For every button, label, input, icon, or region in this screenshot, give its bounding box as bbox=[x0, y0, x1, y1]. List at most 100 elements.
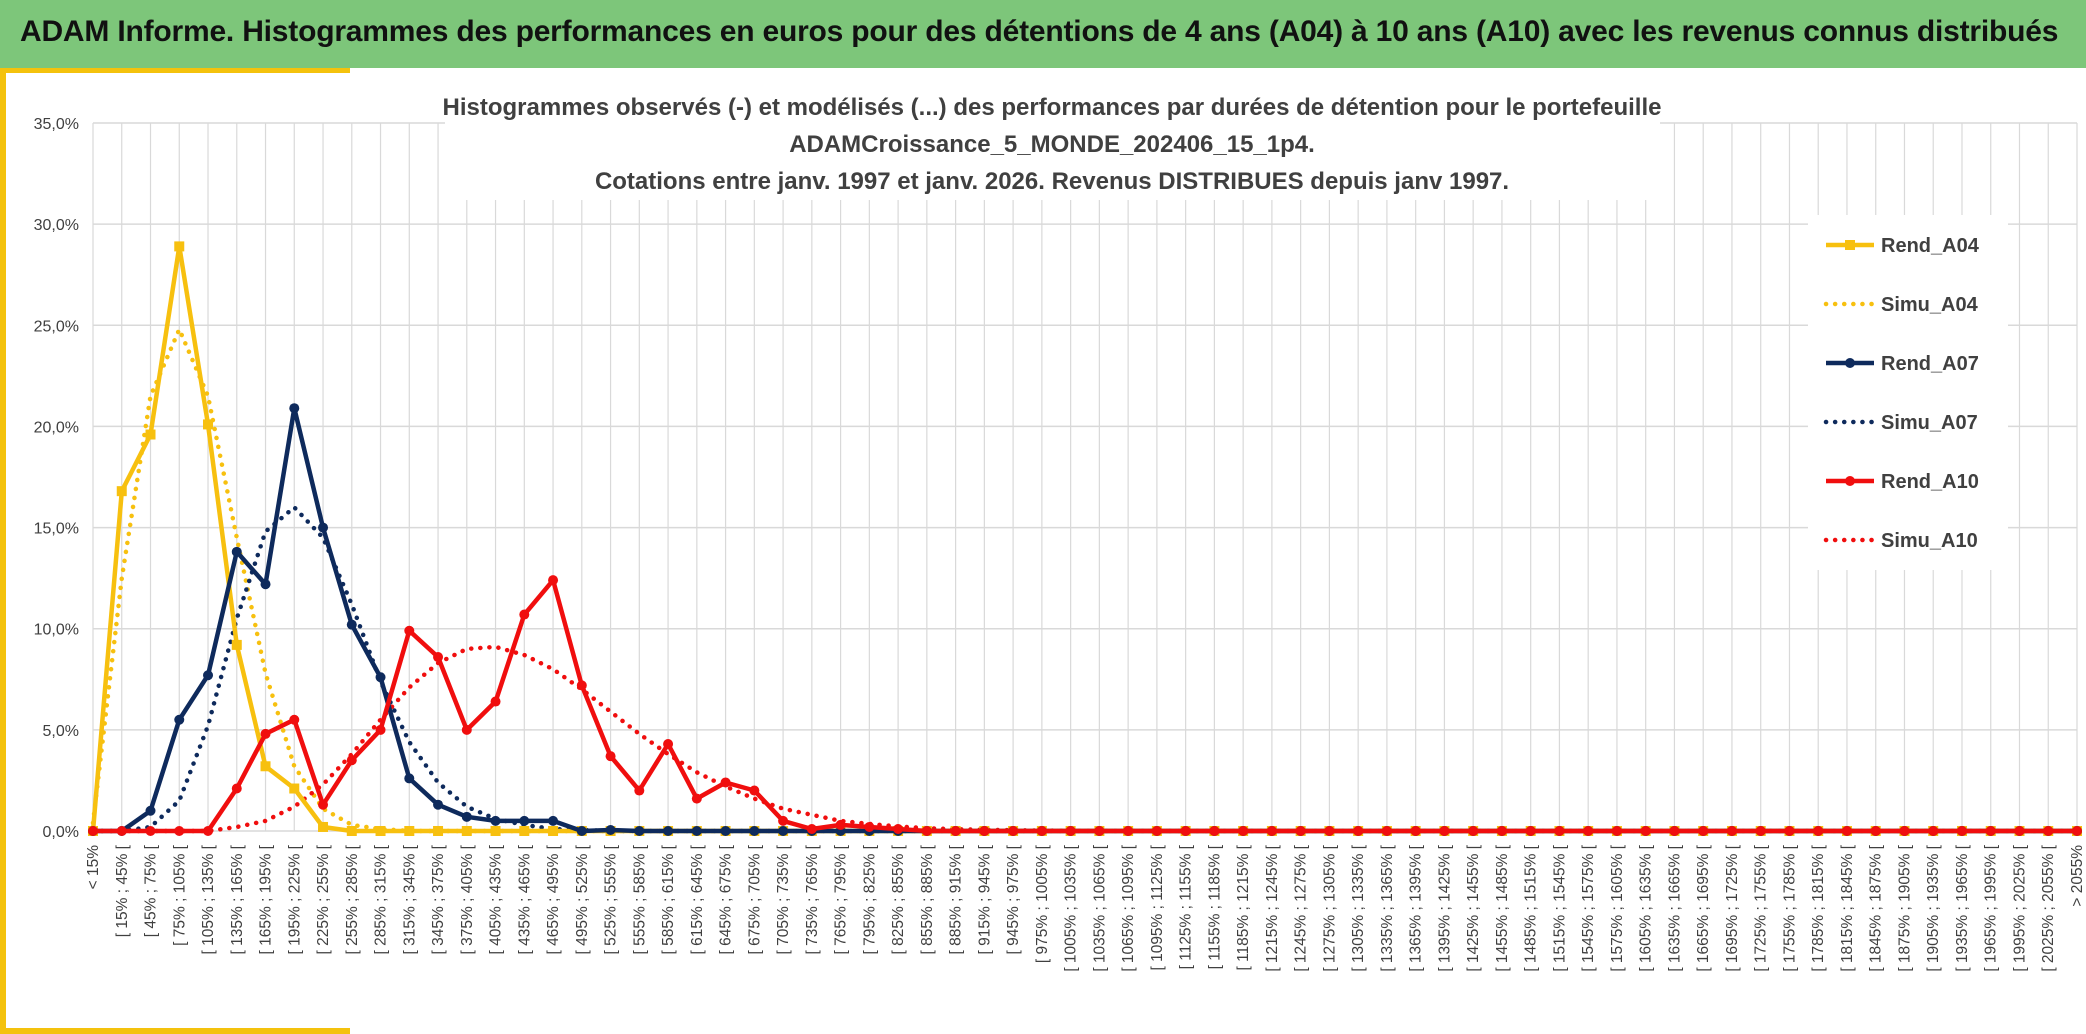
x-tick-label: [ 765% ; 795% [ bbox=[833, 844, 850, 954]
x-tick-label: [ 255% ; 285% [ bbox=[344, 844, 361, 954]
data-point bbox=[691, 826, 702, 836]
series-line bbox=[90, 327, 2080, 834]
x-tick-label: > 2055% bbox=[2069, 845, 2086, 907]
data-point bbox=[1439, 826, 1450, 836]
data-point bbox=[548, 826, 559, 836]
data-point bbox=[519, 815, 530, 826]
x-tick-label: [ 15% ; 45% [ bbox=[114, 844, 131, 937]
accent-bar-left bbox=[0, 68, 6, 1034]
x-tick-label: [ 1965% ; 1995% [ bbox=[1983, 844, 2000, 971]
x-tick-label: [ 1275% ; 1305% [ bbox=[1321, 844, 1338, 971]
x-tick-label: [ 945% ; 975% [ bbox=[1005, 844, 1022, 954]
data-point bbox=[318, 522, 329, 533]
x-tick-label: [ 675% ; 705% [ bbox=[746, 844, 763, 954]
data-point bbox=[663, 826, 674, 836]
x-tick-label: [ 1575% ; 1605% [ bbox=[1609, 844, 1626, 971]
series-rend-a07 bbox=[88, 403, 2082, 836]
data-point bbox=[375, 724, 386, 735]
data-point bbox=[1813, 826, 1824, 836]
x-tick-label: [ 975% ; 1005% [ bbox=[1034, 844, 1051, 963]
legend-label: Rend_A04 bbox=[1881, 235, 1980, 257]
legend-item: Rend_A10 bbox=[1826, 471, 1979, 493]
x-tick-label: [ 705% ; 735% [ bbox=[775, 844, 792, 954]
chart-title-background bbox=[445, 88, 1660, 200]
accent-bar-top bbox=[0, 68, 350, 73]
x-tick-label: [ 315% ; 345% [ bbox=[401, 844, 418, 954]
x-tick-label: [ 1515% ; 1545% [ bbox=[1551, 844, 1568, 971]
data-point bbox=[375, 672, 386, 683]
x-tick-label: [ 45% ; 75% [ bbox=[143, 844, 160, 937]
series-simu-a10 bbox=[90, 644, 2080, 834]
x-tick-label: [ 735% ; 765% [ bbox=[804, 844, 821, 954]
gridlines bbox=[92, 122, 2078, 832]
data-point bbox=[1094, 826, 1105, 836]
data-point bbox=[433, 826, 444, 836]
data-point bbox=[174, 826, 185, 836]
data-point bbox=[433, 799, 444, 810]
data-point bbox=[1266, 826, 1277, 836]
data-point bbox=[1583, 826, 1594, 836]
x-tick-label: [ 1785% ; 1815% [ bbox=[1810, 844, 1827, 971]
x-tick-label: [ 795% ; 825% [ bbox=[861, 844, 878, 954]
data-point bbox=[1295, 826, 1306, 836]
x-tick-label: [ 1935% ; 1965% [ bbox=[1954, 844, 1971, 971]
data-point bbox=[576, 680, 587, 691]
data-point bbox=[1928, 826, 1939, 836]
x-tick-label: [ 1125% ; 1155% [ bbox=[1178, 844, 1195, 969]
data-point bbox=[116, 486, 127, 497]
data-point bbox=[1611, 826, 1622, 836]
x-tick-label: [ 1815% ; 1845% [ bbox=[1839, 844, 1856, 971]
data-point bbox=[835, 819, 846, 830]
x-tick-label: [ 1485% ; 1515% [ bbox=[1523, 844, 1540, 971]
data-point bbox=[174, 241, 185, 252]
data-point bbox=[203, 419, 214, 430]
data-point bbox=[289, 783, 300, 794]
data-point bbox=[1554, 826, 1565, 836]
legend: Rend_A04 Simu_A04 Rend_A07 Simu_A07 Rend_A10… bbox=[1808, 215, 2008, 570]
data-point bbox=[1353, 826, 1364, 836]
x-tick-label: [ 1665% ; 1695% [ bbox=[1695, 844, 1712, 971]
legend-item: Rend_A04 bbox=[1826, 235, 1980, 257]
data-point bbox=[145, 805, 156, 816]
data-point bbox=[231, 546, 242, 557]
x-tick-label: [ 285% ; 315% [ bbox=[373, 844, 390, 954]
y-tick-label: 10,0% bbox=[34, 622, 79, 639]
data-point bbox=[490, 815, 501, 826]
data-point bbox=[260, 579, 271, 590]
legend-marker bbox=[1845, 240, 1855, 250]
data-point bbox=[1956, 826, 1967, 836]
x-tick-label: [ 885% ; 915% [ bbox=[948, 844, 965, 954]
data-point bbox=[289, 714, 300, 725]
legend-label: Simu_A10 bbox=[1881, 530, 1978, 552]
x-tick-label: [ 555% ; 585% [ bbox=[631, 844, 648, 954]
x-tick-label: [ 1635% ; 1665% [ bbox=[1666, 844, 1683, 971]
data-point bbox=[806, 823, 817, 834]
data-point bbox=[1468, 826, 1479, 836]
x-tick-label: [ 1335% ; 1365% [ bbox=[1379, 844, 1396, 971]
data-point bbox=[1985, 826, 1996, 836]
accent-bar-bottom bbox=[0, 1028, 350, 1034]
y-axis-ticks: 0,0% 5,0% 10,0% 15,0% 20,0% 25,0% 30,0% 35,0% bbox=[34, 116, 79, 841]
series-simu-a04 bbox=[90, 327, 2080, 834]
data-point bbox=[634, 826, 645, 836]
x-tick-label: < 15% bbox=[85, 845, 102, 890]
data-point bbox=[1870, 826, 1881, 836]
x-tick-label: [ 75% ; 105% [ bbox=[171, 844, 188, 946]
data-point bbox=[1209, 826, 1220, 836]
data-point bbox=[145, 826, 156, 836]
data-point bbox=[979, 826, 990, 836]
y-tick-label: 35,0% bbox=[34, 116, 79, 133]
x-tick-label: [ 915% ; 945% [ bbox=[976, 844, 993, 954]
data-point bbox=[691, 793, 702, 804]
data-point bbox=[1698, 826, 1709, 836]
x-tick-label: [ 1845% ; 1875% [ bbox=[1868, 844, 1885, 971]
data-point bbox=[404, 826, 415, 836]
legend-background bbox=[1808, 215, 2008, 570]
data-point bbox=[1065, 826, 1076, 836]
data-point bbox=[2072, 826, 2082, 836]
data-point bbox=[490, 696, 501, 707]
x-tick-label: [ 1185% ; 1215% [ bbox=[1235, 844, 1252, 970]
x-tick-label: [ 1905% ; 1935% [ bbox=[1925, 844, 1942, 971]
data-point bbox=[921, 826, 932, 836]
chart-title-line-3: Cotations entre janv. 1997 et janv. 2026… bbox=[595, 168, 1509, 195]
